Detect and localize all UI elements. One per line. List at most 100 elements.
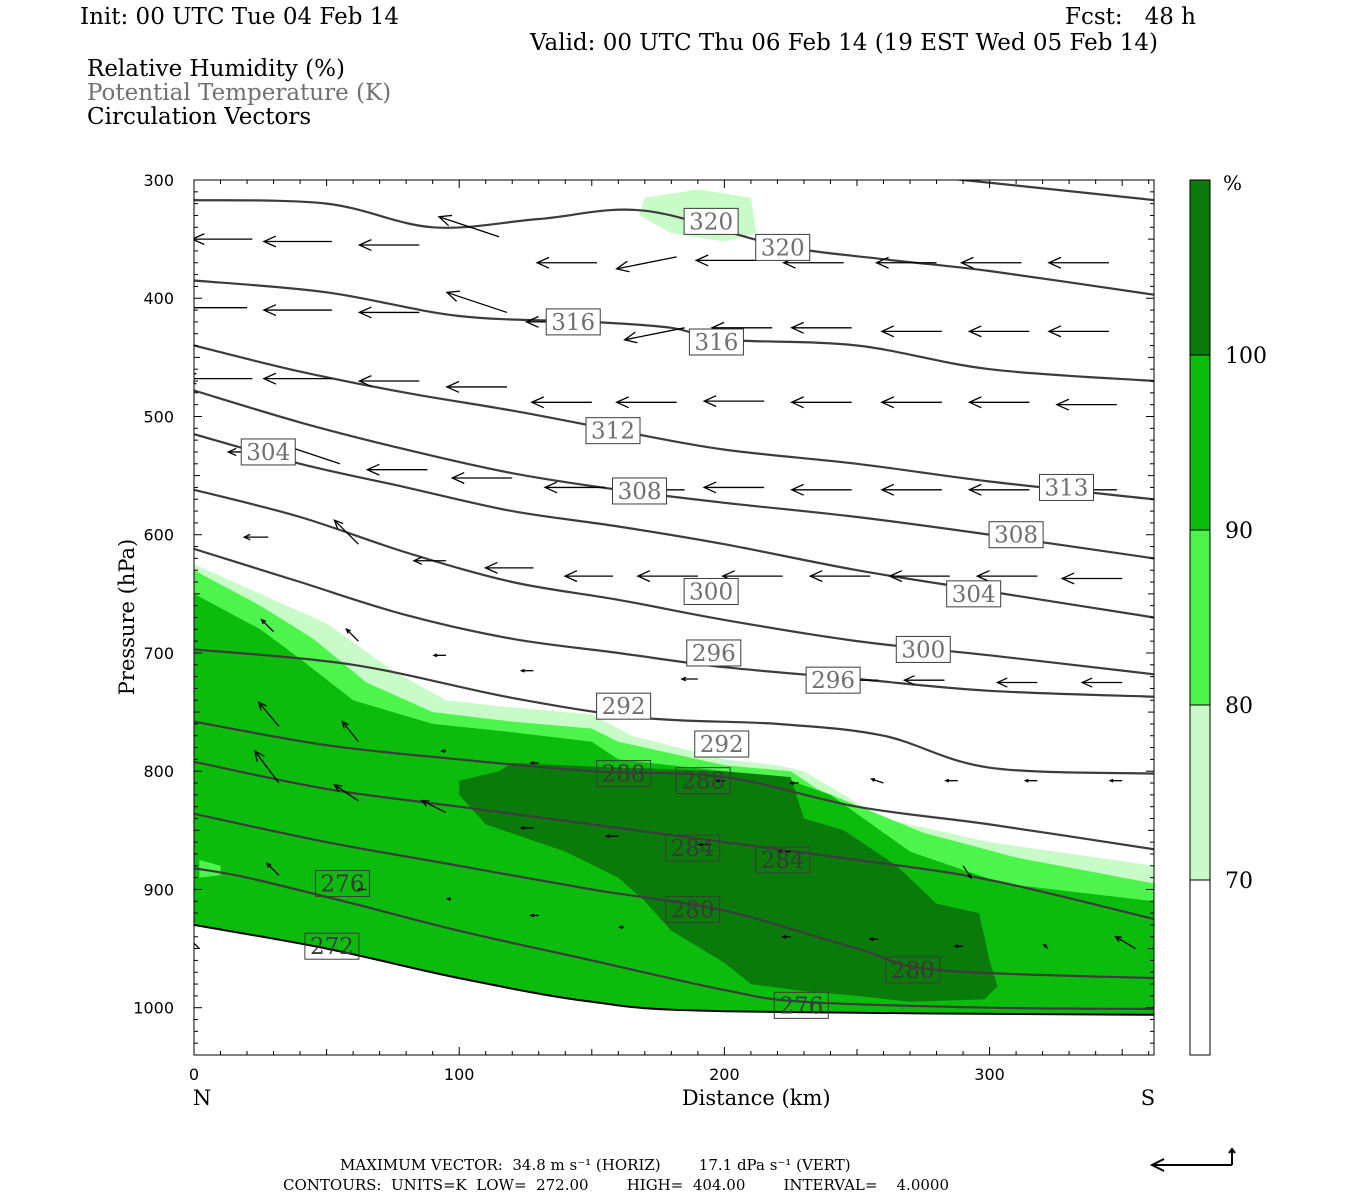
theta-label: 296	[686, 639, 742, 667]
vector-arrow	[445, 380, 507, 393]
theta-label-box	[596, 760, 652, 788]
vector-arrow	[694, 254, 757, 267]
vector-arrow	[975, 570, 1038, 583]
theta-label-text: 284	[671, 836, 715, 862]
vector-arrow	[194, 307, 248, 309]
vector-arrow	[902, 675, 945, 686]
theta-label: 316	[688, 328, 744, 356]
rh-region-100	[459, 762, 998, 1002]
theta-label-box	[1038, 473, 1094, 501]
vector-head	[437, 214, 453, 227]
vector-head	[902, 675, 915, 686]
vector-head	[702, 481, 717, 494]
vector-arrow	[1047, 325, 1109, 338]
vector-head	[242, 533, 251, 541]
theta-label-text: 312	[591, 419, 635, 445]
theta-label: 288	[596, 760, 652, 788]
vector-head	[967, 873, 972, 880]
rh-region-80	[199, 859, 221, 878]
legend-theta: Potential Temperature (K)	[87, 80, 392, 106]
theta-label: 292	[596, 692, 652, 720]
vector-shaft	[962, 865, 972, 879]
theta-contour-296	[194, 547, 1154, 698]
vector-arrow	[874, 256, 937, 269]
theta-label-text: 320	[689, 209, 733, 235]
vector-arrow	[519, 826, 534, 830]
vector-arrow	[623, 327, 685, 344]
colorbar-segment	[1189, 354, 1211, 531]
vector-arrow	[530, 396, 592, 409]
vector-arrow	[194, 233, 253, 246]
theta-label: 284	[755, 846, 811, 874]
vector-head	[975, 570, 990, 583]
theta-label-box	[683, 577, 739, 605]
vector-head	[262, 304, 277, 317]
theta-label: 320	[683, 207, 739, 235]
vector-arrow	[529, 760, 539, 765]
vector-arrow	[868, 937, 879, 942]
vector-arrow	[194, 372, 253, 385]
theta-label-box	[675, 767, 731, 795]
vector-arrow	[702, 481, 765, 494]
vector-arrow	[445, 896, 452, 901]
legend-vectors: Circulation Vectors	[87, 104, 312, 130]
vector-head	[880, 483, 895, 496]
theta-label-box	[688, 328, 744, 356]
vector-arrow	[194, 940, 200, 950]
theta-label-text: 304	[952, 582, 996, 608]
vector-head	[1047, 256, 1062, 269]
theta-label: 284	[665, 834, 721, 862]
theta-label-text: 276	[779, 993, 823, 1019]
theta-contour-320	[194, 199, 1154, 296]
vector-arrow	[888, 570, 950, 583]
x-tick-label: 300	[974, 1065, 1005, 1084]
vector-arrow	[944, 778, 958, 783]
theta-label-box	[946, 580, 1002, 608]
vector-head	[790, 396, 804, 409]
y-tick-label: 900	[143, 880, 174, 899]
init-time: Init: 00 UTC Tue 04 Feb 14	[80, 4, 400, 30]
vector-head	[226, 447, 237, 457]
vector-shaft	[341, 721, 359, 743]
vector-shaft	[333, 519, 359, 545]
vector-arrow	[1047, 256, 1109, 269]
theta-label-box	[596, 692, 652, 720]
vector-arrow	[262, 235, 332, 248]
theta-label: 276	[773, 991, 829, 1019]
rh-region-90	[194, 877, 210, 931]
theta-label-text: 296	[692, 641, 736, 667]
circulation-vectors	[194, 214, 1136, 950]
colorbar-segment	[1189, 704, 1211, 881]
theta-contour-280	[194, 812, 1154, 980]
vector-head	[790, 483, 804, 496]
theta-label-text: 288	[602, 762, 646, 788]
y-tick-label: 1000	[133, 999, 174, 1018]
vector-head	[789, 781, 794, 785]
vector-head	[697, 842, 703, 847]
theta-contour-288	[194, 720, 1154, 851]
vector-head	[529, 760, 535, 765]
y-tick-label: 400	[143, 289, 174, 308]
theta-label-text: 288	[681, 769, 725, 795]
theta-label-text: 308	[618, 479, 662, 505]
theta-label: 296	[805, 666, 861, 694]
theta-contour-300	[194, 488, 1154, 676]
vector-head	[253, 749, 265, 762]
vector-head	[412, 556, 423, 565]
vector-arrow	[615, 256, 677, 273]
colorbar-unit: %	[1223, 171, 1242, 195]
y-tick-label: 600	[143, 526, 174, 545]
vector-head	[535, 256, 550, 269]
vector-head	[694, 254, 709, 267]
theta-label-box	[694, 730, 750, 758]
vector-head	[529, 913, 535, 918]
vector-arrow	[777, 849, 791, 854]
theta-label-box	[545, 308, 601, 336]
forecast-hour: Fcst: 48 h	[1065, 4, 1196, 30]
theta-label: 308	[988, 521, 1044, 549]
theta-label-box	[665, 834, 721, 862]
x-tick-label: 200	[709, 1065, 740, 1084]
vector-head	[1023, 778, 1029, 783]
colorbar-level-label: 80	[1225, 694, 1253, 719]
vector-shaft	[266, 862, 280, 876]
